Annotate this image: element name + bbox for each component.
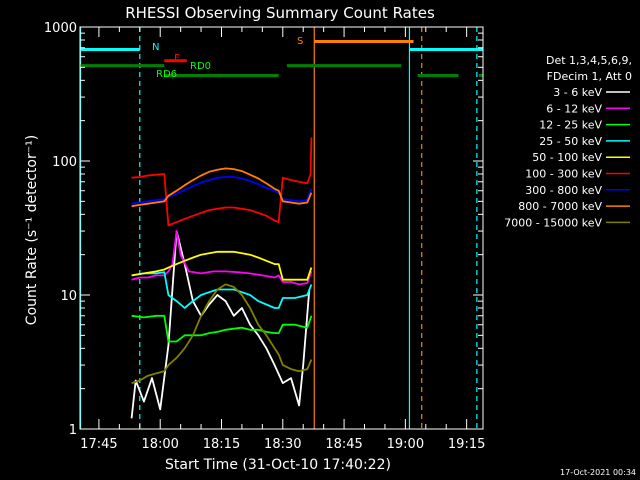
x-tick-label: 19:15: [448, 437, 485, 452]
series-line: [130, 230, 311, 419]
legend-label: 3 - 6 keV: [553, 86, 602, 99]
x-tick-label: 18:00: [141, 437, 178, 452]
legend-label: 12 - 25 keV: [539, 119, 602, 132]
x-tick-label: 19:00: [387, 437, 424, 452]
legend-label: 6 - 12 keV: [546, 102, 602, 115]
flag-label-s: S: [297, 36, 303, 47]
plot-area: N F RD0 RD6 S 1 10 100 1000 17:45 18:00 18:15 18:30 1…: [44, 21, 485, 452]
series-line: [131, 230, 313, 286]
plot-frame: [79, 26, 484, 430]
footer-timestamp: 17-Oct-2021 00:34: [560, 468, 636, 477]
flag-label-rd0: RD0: [190, 61, 211, 72]
flag-label-f: F: [174, 53, 180, 64]
legend: Det 1,3,4,5,6,9, FDecim 1, Att 0 3 - 6 keV…: [504, 54, 632, 229]
series-line: [131, 271, 313, 309]
x-tick-label: 17:45: [80, 437, 117, 452]
y-tick-label: 10: [60, 289, 77, 304]
legend-label: 300 - 800 keV: [525, 184, 602, 197]
series-line: [131, 314, 313, 343]
legend-label: 7000 - 15000 keV: [504, 216, 602, 229]
series-line: [131, 283, 313, 384]
chart-title: RHESSI Observing Summary Count Rates: [125, 4, 435, 22]
series-line: [131, 137, 313, 227]
flag-label-n: N: [152, 42, 159, 53]
flag-label-rd6: RD6: [156, 69, 177, 80]
y-tick-label: 100: [52, 155, 77, 170]
legend-label: 800 - 7000 keV: [518, 200, 602, 213]
series-line: [131, 250, 313, 281]
legend-label: 25 - 50 keV: [539, 135, 602, 148]
x-tick-label: 18:45: [325, 437, 362, 452]
x-tick-label: 18:30: [264, 437, 301, 452]
legend-header: Det 1,3,4,5,6,9,: [546, 54, 632, 67]
x-axis-label: Start Time (31-Oct-10 17:40:22): [165, 457, 391, 473]
series-line: [131, 167, 313, 208]
legend-header: FDecim 1, Att 0: [547, 70, 632, 83]
y-tick-label: 1: [69, 423, 77, 438]
legend-label: 50 - 100 keV: [532, 151, 602, 164]
x-tick-label: 18:15: [203, 437, 240, 452]
y-axis-label: Count Rate (s⁻¹ detector⁻¹): [24, 135, 40, 325]
y-tick-label: 1000: [44, 21, 77, 36]
legend-label: 100 - 300 keV: [525, 168, 602, 181]
